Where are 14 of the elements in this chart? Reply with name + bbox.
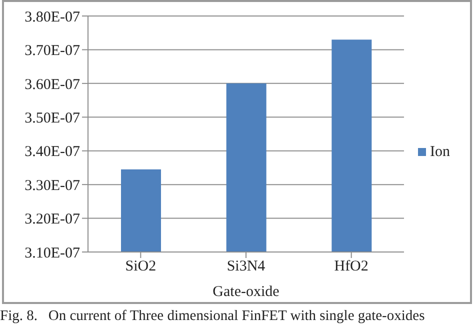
x-axis-title: Gate-oxide	[212, 284, 280, 300]
y-tick-label: 3.10E-07	[24, 245, 80, 262]
x-tick-label: SiO2	[125, 258, 156, 275]
y-tick-label: 3.20E-07	[24, 212, 80, 228]
y-tick-label: 3.50E-07	[24, 110, 80, 126]
y-tick-label: 3.40E-07	[24, 144, 80, 160]
y-tick-label: 3.80E-07	[24, 9, 80, 26]
y-tick-label: 3.70E-07	[24, 43, 80, 60]
y-tick-label: 3.30E-07	[24, 178, 80, 194]
caption: Fig. 8. On current of Three dimensional FinFET with single gate-oxides	[0, 308, 426, 325]
y-tick-label: 3.60E-07	[24, 76, 80, 93]
legend-label: Ion	[430, 144, 450, 160]
x-tick-label: Si3N4	[226, 258, 266, 275]
x-tick-label: HfO2	[334, 258, 368, 275]
